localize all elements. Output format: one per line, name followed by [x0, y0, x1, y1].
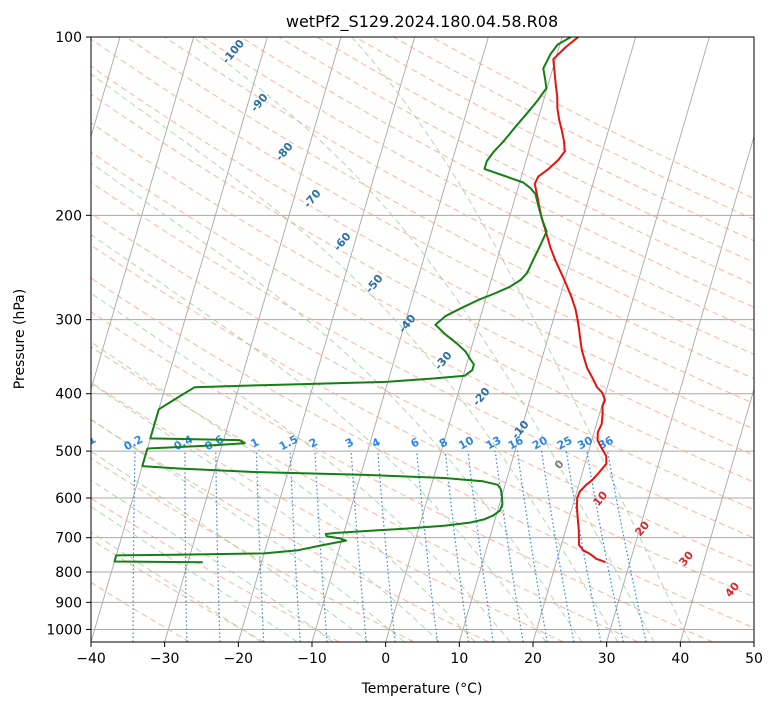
moist-adiabat-line [91, 382, 440, 642]
y-tick-label: 400 [55, 387, 82, 403]
y-tick-label: 100 [55, 30, 82, 46]
dry-adiabat-line [91, 457, 415, 642]
isotherm-line [237, 37, 416, 642]
dry-adiabat-line [91, 244, 754, 598]
mixing-ratio-label: 30 [575, 434, 595, 453]
isotherm-line [164, 37, 342, 642]
dry-adiabat-line [91, 212, 754, 568]
chart-title: wetPf2_S129.2024.180.04.58.R08 [286, 12, 558, 32]
x-tick-label: −30 [150, 651, 180, 667]
x-tick-label: −20 [224, 651, 254, 667]
moist-adiabat-line [192, 37, 655, 642]
y-tick-label: 1000 [46, 622, 82, 638]
temperature-profile-line [533, 37, 608, 564]
moist-adiabat-line [91, 450, 370, 642]
mixing-ratio-label: 10 [456, 434, 476, 453]
x-tick-label: −10 [297, 651, 327, 667]
mixing-ratio-line [377, 451, 396, 642]
dry-adiabat-line [91, 538, 265, 642]
x-axis-title: Temperature (°C) [361, 681, 483, 697]
mixing-ratio-label: 13 [484, 434, 504, 453]
moist-adiabat-line [91, 73, 619, 642]
isotherm-line [679, 387, 754, 642]
y-tick-label: 700 [55, 531, 82, 547]
mixing-ratio-line [416, 451, 438, 642]
isotherm-line [458, 37, 637, 642]
moist-adiabat-line [91, 341, 476, 642]
mixing-ratio-label: 20 [530, 434, 550, 453]
plot-background [91, 37, 754, 642]
x-tick-label: 20 [524, 651, 542, 667]
y-tick-label: 800 [55, 565, 82, 581]
x-tick-label: 50 [745, 651, 763, 667]
mixing-ratio-label: 16 [506, 434, 526, 453]
x-tick-label: 0 [381, 651, 390, 667]
isotherm-line [91, 37, 268, 642]
y-tick-label: 600 [55, 491, 82, 507]
dry-adiabat-line [91, 277, 754, 629]
y-axis-title: Pressure (hPa) [12, 289, 28, 389]
y-tick-label: 900 [55, 595, 82, 611]
mixing-ratio-line [467, 451, 494, 642]
mixing-ratio-line [606, 450, 647, 642]
x-tick-label: 30 [598, 651, 616, 667]
dry-adiabat-line [240, 37, 754, 308]
moist-adiabat-line [91, 234, 547, 642]
isotherm-line [385, 37, 563, 642]
moist-adiabat-line [351, 37, 691, 642]
moist-adiabat-line [91, 418, 405, 642]
dry-adiabat-line [91, 311, 713, 642]
y-tick-label: 200 [55, 208, 82, 224]
background-lines [83, 37, 754, 642]
y-tick-label: 300 [55, 313, 82, 329]
dry-adiabat-line [126, 37, 754, 380]
x-tick-label: 40 [671, 651, 689, 667]
dewpoint-profile-line [113, 37, 572, 564]
dry-adiabat-line [278, 37, 754, 286]
isotherm-line [753, 640, 754, 642]
moist-adiabat-line [91, 506, 298, 642]
moist-adiabat-line [91, 479, 334, 642]
dry-adiabat-line [91, 346, 639, 642]
x-axis: −40 −30 −20 −10 0 10 20 30 40 50 [76, 642, 763, 667]
mixing-ratio-label: 0.1 [75, 433, 98, 454]
moist-adiabat-line [91, 531, 262, 642]
dry-adiabat-line [91, 151, 754, 511]
dry-adiabat-line [91, 419, 489, 642]
profiles [113, 37, 608, 564]
y-tick-label: 500 [55, 444, 82, 460]
plot-frame [90, 36, 755, 643]
y-axis: 100 200 300 400 500 600 700 800 900 1000 [46, 30, 91, 638]
mixing-ratio-label: 25 [555, 434, 575, 453]
isotherm-line [532, 37, 710, 642]
dry-adiabat-line [91, 93, 754, 456]
dry-adiabat-line [91, 38, 754, 405]
mixing-ratio-line [350, 451, 367, 642]
x-tick-label: −40 [76, 651, 106, 667]
isotherm-line [91, 37, 195, 391]
dry-adiabat-line [91, 181, 754, 539]
dry-adiabat-line [91, 122, 754, 483]
dry-adiabat-line [91, 581, 191, 642]
x-tick-label: 10 [450, 651, 468, 667]
mixing-ratio-line [565, 451, 602, 642]
mixing-ratio-line [83, 451, 88, 642]
mixing-ratio-line [444, 451, 470, 642]
mixing-ratio-line [586, 450, 624, 642]
moist-adiabat-line [91, 162, 583, 642]
